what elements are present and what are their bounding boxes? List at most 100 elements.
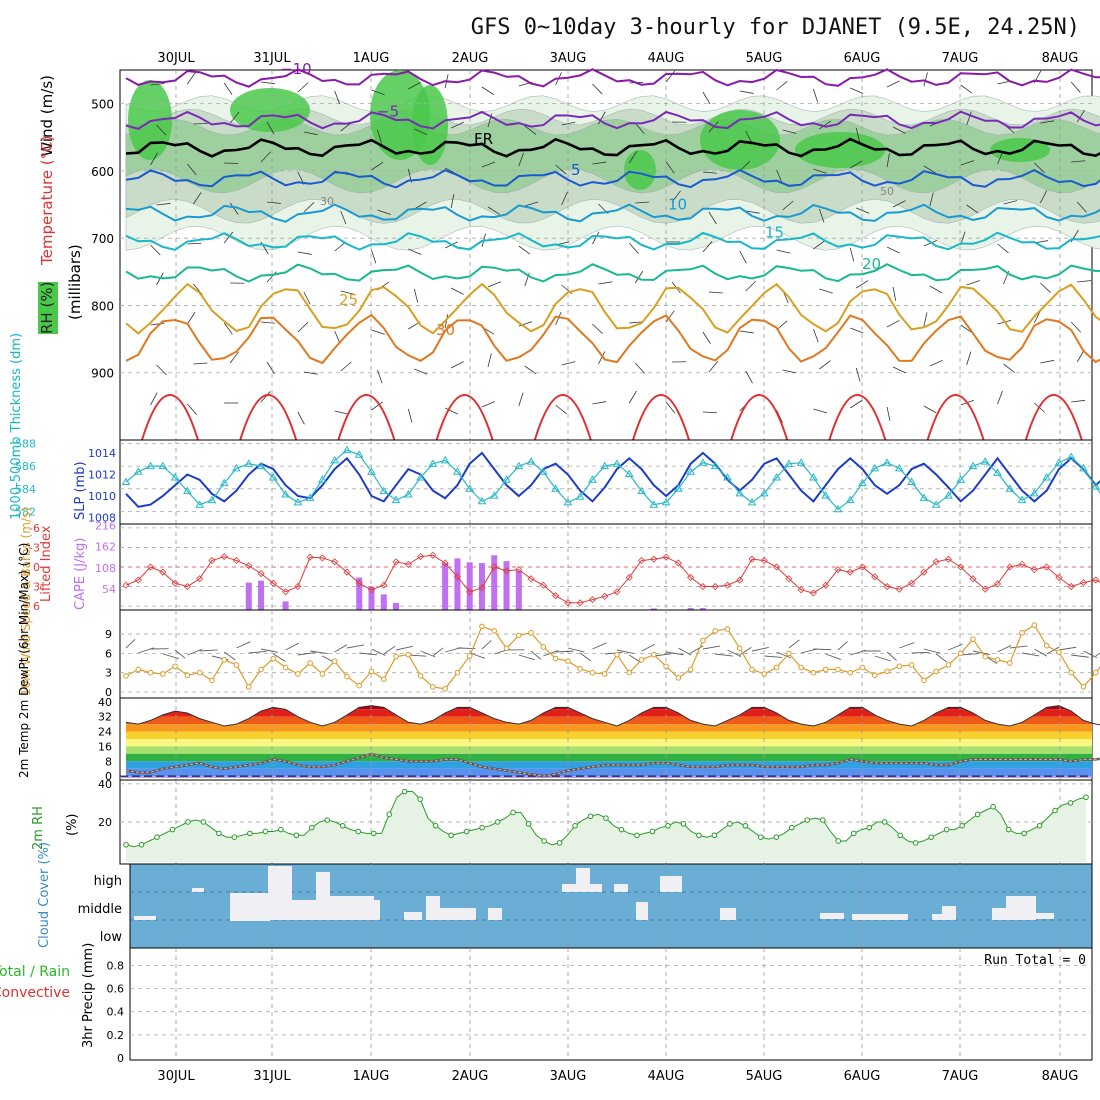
lifted-point	[318, 554, 326, 562]
cloud-block	[278, 900, 318, 920]
cloud-block	[636, 902, 648, 920]
wind-barb	[371, 401, 384, 411]
rh-point	[603, 815, 609, 821]
wind-speed-point	[135, 666, 142, 673]
surface-wind-barb	[297, 652, 316, 656]
rh-point	[1005, 826, 1012, 833]
lifted-point	[1018, 560, 1026, 568]
thickness-point	[318, 475, 327, 483]
wind-barb	[444, 407, 458, 415]
wind-barb	[886, 153, 890, 168]
wind-speed-point	[994, 657, 1001, 663]
temp-floor-band	[120, 776, 1092, 778]
lifted-point	[1043, 563, 1051, 571]
upper-air-content: 500 600 700 800 900 −10 −5 FR 5 10 15 20 25 30 30 50	[91, 60, 1100, 441]
surface-wind-barb	[346, 644, 365, 649]
rh-point	[665, 822, 671, 829]
wind-speed-point	[417, 673, 424, 679]
lifted-point	[122, 581, 130, 589]
pressure-tick-label: 800	[91, 299, 114, 313]
wind-speed-point	[393, 653, 399, 660]
wind-barb	[886, 80, 900, 88]
thickness-point	[612, 459, 622, 467]
surface-wind-barb	[948, 643, 963, 651]
cape-bar	[478, 563, 485, 610]
wind-speed-point	[282, 664, 289, 671]
wind-barb	[487, 281, 502, 288]
lifted-point	[601, 592, 609, 600]
rh-point	[789, 824, 795, 831]
surface-wind-barb	[432, 647, 444, 657]
thickness-point	[980, 457, 990, 465]
bottom-date-label: 7AUG	[942, 1069, 979, 1084]
surface-wind-barb	[886, 651, 897, 661]
wind-barb	[813, 408, 827, 414]
top-date-label: 1AUG	[353, 51, 390, 66]
isotherm-line	[125, 137, 1100, 158]
lifted-point	[380, 581, 388, 589]
surface-wind-barb	[825, 653, 841, 660]
cloud-block	[488, 908, 502, 920]
thickness-point	[367, 467, 376, 475]
wind-barb	[776, 320, 788, 331]
wind-speed-point	[736, 645, 743, 652]
surface-wind-barb	[285, 642, 299, 651]
isotherm-label: −10	[280, 60, 312, 78]
wind-barb	[450, 287, 464, 295]
lifted-point	[282, 588, 290, 596]
isotherm-label: 10	[668, 195, 687, 213]
wind-barb	[371, 249, 377, 264]
lifted-point	[662, 553, 670, 561]
lifted-point	[294, 582, 302, 591]
top-date-label: 6AUG	[844, 51, 881, 66]
surface-wind-barb	[629, 654, 642, 663]
surface-wind-barb	[1046, 646, 1060, 655]
wind-barb	[555, 404, 567, 415]
wind-barb	[1003, 200, 1018, 205]
wind-speed-point	[724, 626, 731, 632]
lifted-point	[478, 584, 486, 592]
wind-barb	[856, 207, 870, 214]
bottom-date-label: 4AUG	[648, 1069, 685, 1084]
cloud-block	[192, 888, 204, 892]
isotherm-line	[125, 231, 1100, 251]
thickness-point	[894, 463, 904, 472]
wind-barb	[850, 160, 863, 169]
top-date-label: 2AUG	[452, 51, 489, 66]
cape-bar	[393, 602, 400, 610]
lifted-point	[650, 555, 658, 563]
wind-barb	[1076, 109, 1085, 123]
bottom-date-label: 1AUG	[353, 1069, 390, 1084]
rh-point	[1067, 800, 1074, 806]
wind-tick: 6	[105, 647, 112, 660]
wind-barb	[997, 243, 1009, 254]
wind-speed-point	[921, 677, 927, 684]
thickness-point	[907, 477, 916, 485]
lifted-point	[331, 558, 339, 566]
bottom-date-label: 6AUG	[844, 1069, 881, 1084]
rh-point	[293, 832, 300, 839]
wind-barb	[776, 80, 788, 91]
rh-point	[541, 838, 547, 844]
precip-panel: 0 0.2 0.4 0.6 0.8 Run Total = 0 Total / Rain…	[0, 943, 1093, 1065]
lifted-point	[490, 563, 498, 571]
precip-tick: 0.4	[107, 1006, 125, 1019]
surface-wind-barb	[813, 648, 832, 651]
thickness-point	[551, 484, 560, 492]
thickness-point	[968, 461, 978, 470]
wind-speed-point	[221, 657, 227, 663]
thickness-tick: 588	[15, 437, 36, 450]
wind-speed-point	[798, 664, 804, 671]
wind-barb	[371, 89, 385, 96]
wind-barb	[745, 210, 760, 214]
thickness-point	[747, 497, 757, 506]
wind-barb	[960, 160, 975, 166]
rh-contour-label: 50	[880, 185, 894, 198]
rh-point	[556, 840, 563, 846]
isotherm-35-arc	[828, 394, 887, 441]
temp-band	[126, 746, 1092, 754]
surface-wind-barb	[395, 645, 413, 651]
rh-point	[386, 811, 393, 818]
